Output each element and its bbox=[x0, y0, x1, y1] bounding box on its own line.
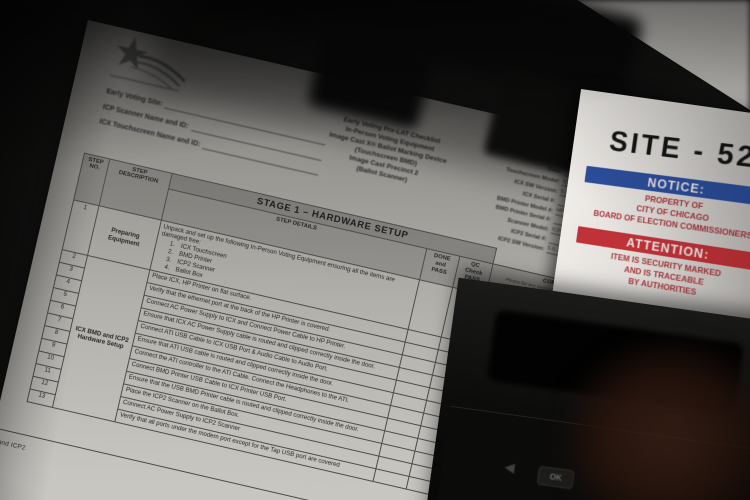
site-label-card: SITE - 52 NOTICE: PROPERTY OF CITY OF CHI… bbox=[560, 122, 750, 310]
printer-back-arrow-button: ◀ bbox=[503, 458, 516, 476]
foreground-blur bbox=[530, 310, 750, 500]
